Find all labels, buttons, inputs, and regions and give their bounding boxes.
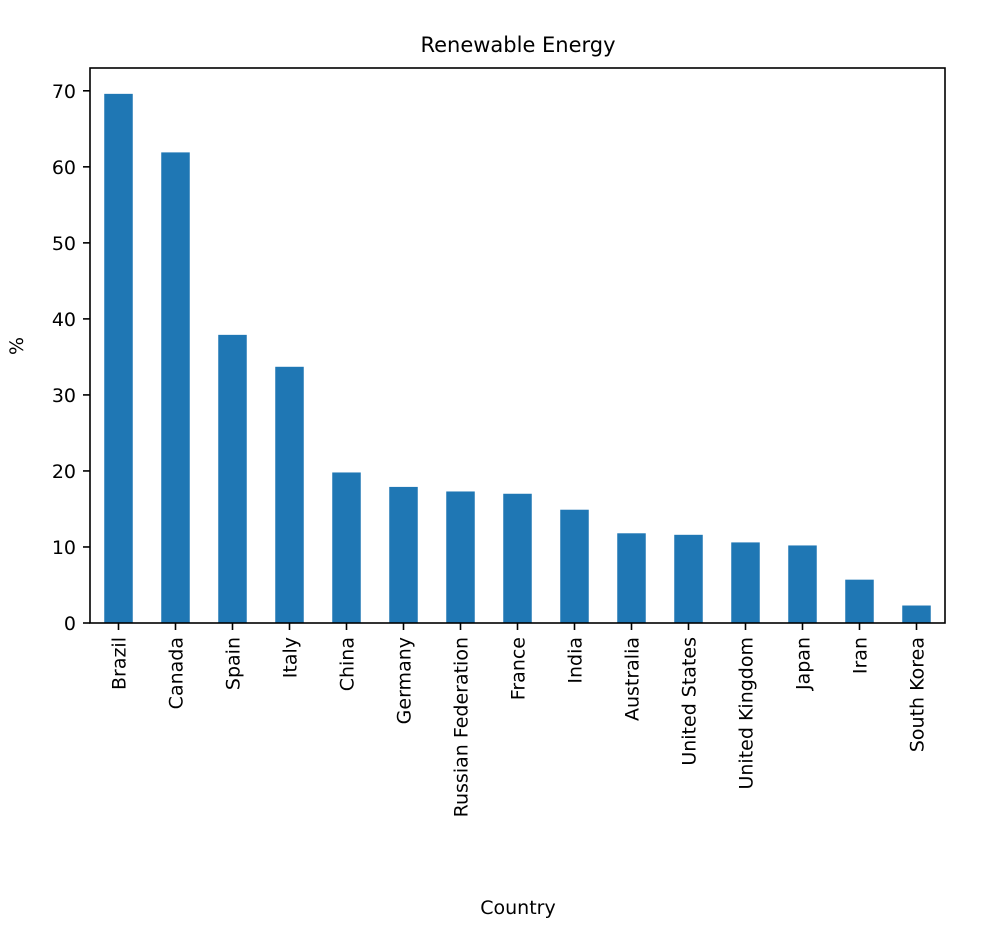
x-tick-label: Australia [622,637,644,721]
bar-united-kingdom [731,542,760,623]
x-tick-label: China [337,637,359,691]
x-tick-label: Italy [280,637,302,678]
y-tick-label: 70 [52,81,76,103]
x-tick-label: France [508,637,530,700]
y-tick-label: 0 [64,613,76,635]
y-tick-label: 40 [52,309,76,331]
x-tick-label: Russian Federation [451,637,473,817]
plot-frame [89,67,946,624]
x-tick-label: Spain [223,637,245,690]
bar-australia [617,533,646,623]
x-axis-label: Country [480,897,555,919]
x-tick-label: South Korea [907,637,929,752]
x-axis-ticks: Brazil Canada Spain Italy China Germany Russia… [109,623,929,817]
bar-japan [788,545,817,623]
x-tick-label: Iran [850,637,872,674]
x-tick-label: Brazil [109,637,131,690]
y-tick-label: 50 [52,233,76,255]
x-tick-label: Canada [166,637,188,709]
bar-canada [161,152,190,623]
bar-iran [845,579,874,623]
bar-brazil [104,93,133,624]
y-tick-label: 20 [52,461,76,483]
y-axis-label: % [6,337,28,355]
bar-china [332,472,361,623]
y-tick-label: 30 [52,385,76,407]
bar-united-states [674,534,703,623]
y-tick-label: 60 [52,157,76,179]
x-tick-label: Japan [793,637,815,691]
bar-russian-federation [446,491,475,623]
x-tick-label: United States [679,637,701,766]
x-tick-label: Germany [394,637,416,724]
bar-india [560,509,589,623]
x-tick-label: India [565,637,587,684]
chart-title: Renewable Energy [420,33,615,57]
bar-south-korea [902,605,931,623]
x-tick-label: United Kingdom [736,637,758,790]
bars-group [104,93,931,624]
bar-italy [275,366,304,623]
bar-france [503,493,532,623]
bar-germany [389,486,418,623]
y-axis-ticks: 0 10 20 30 40 50 60 70 [52,81,90,635]
bar-spain [218,334,247,623]
y-tick-label: 10 [52,537,76,559]
